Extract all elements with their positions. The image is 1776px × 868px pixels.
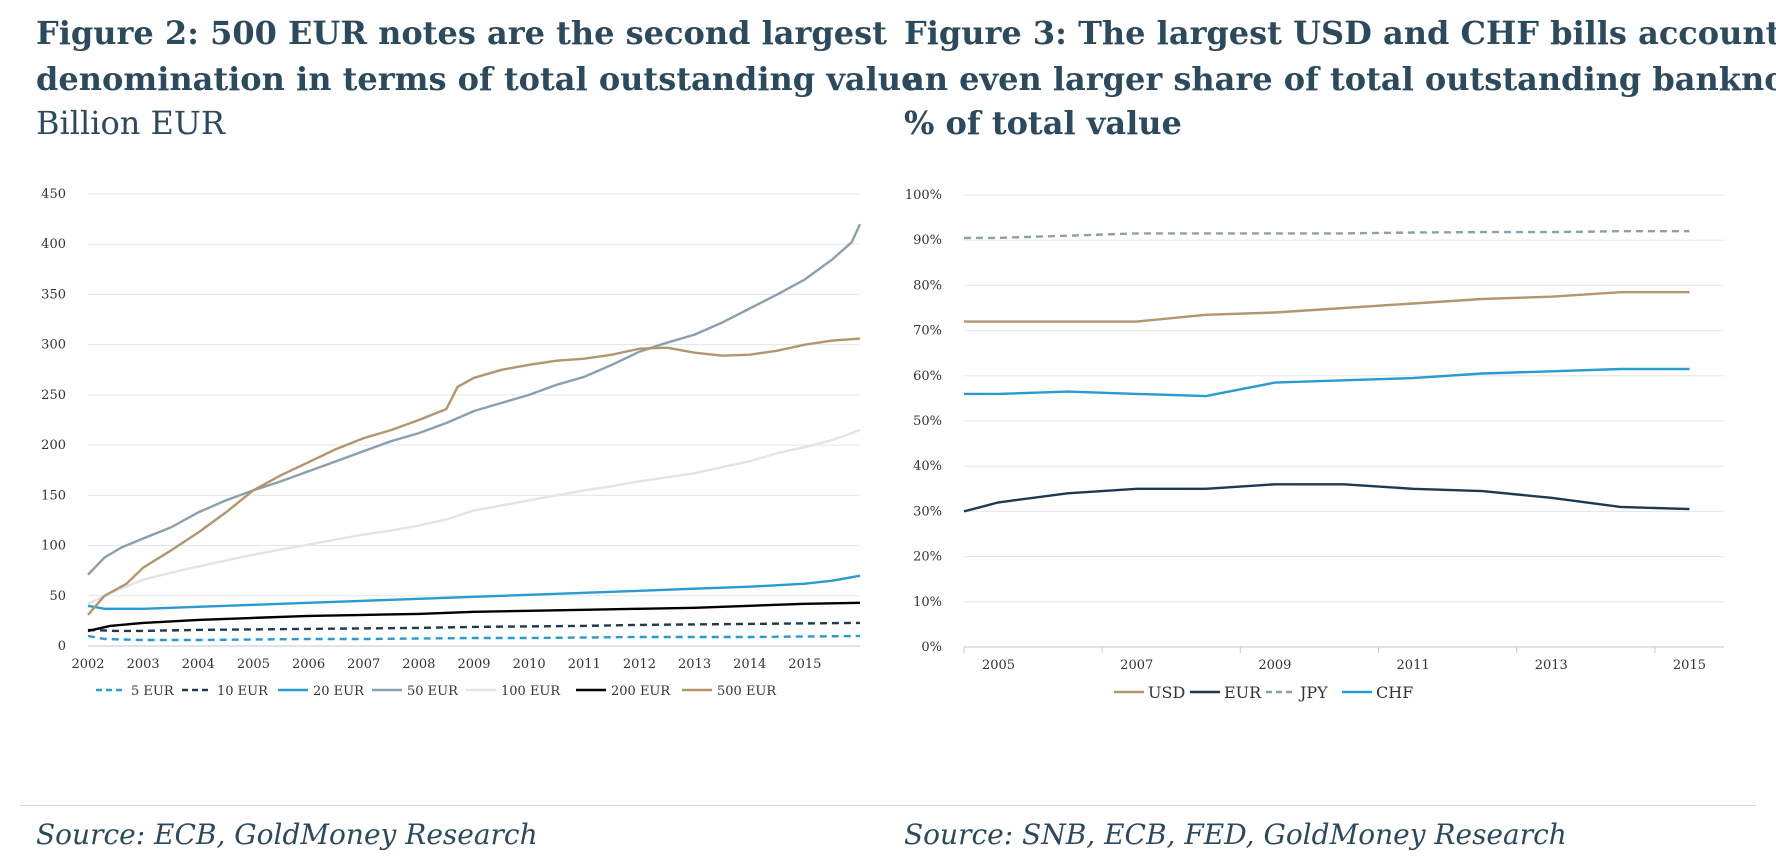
- figure-3-x-tick: 2009: [1258, 658, 1291, 673]
- figure-2-y-tick: 0: [58, 639, 66, 654]
- figure-3-y-tick: 60%: [913, 369, 942, 384]
- figure-2-x-tick: 2005: [237, 657, 270, 672]
- figure-2-title-line2: denomination in terms of total outstandi…: [36, 60, 922, 98]
- figure-3-x-tick: 2007: [1120, 658, 1153, 673]
- legend-item-label: 50 EUR: [407, 684, 459, 699]
- series-line-jpy: [964, 230, 1690, 240]
- figure-2-source: Source: ECB, GoldMoney Research: [36, 818, 538, 851]
- legend-item-label: 10 EUR: [217, 684, 269, 699]
- figure-2-y-tick: 250: [41, 388, 66, 403]
- legend-item-label: 20 EUR: [313, 684, 365, 699]
- legend-item-label: 100 EUR: [501, 684, 561, 699]
- figure-2-x-tick: 2003: [127, 657, 160, 672]
- figure-2-subtitle: Billion EUR: [36, 104, 225, 142]
- series-line-usd: [964, 291, 1690, 323]
- footer-divider: [20, 805, 1756, 806]
- figure-3-subtitle: % of total value: [904, 104, 1182, 142]
- series-line-200-eur: [87, 601, 861, 633]
- figure-2-x-tick: 2006: [292, 657, 325, 672]
- figure-3-x-tick: 2005: [982, 658, 1015, 673]
- figure-2-title-line1: Figure 2: 500 EUR notes are the second l…: [36, 14, 887, 52]
- series-line-50-eur: [87, 223, 862, 576]
- figure-3-y-tick: 20%: [913, 550, 942, 565]
- figure-3-y-tick: 50%: [913, 414, 942, 429]
- figure-2-y-tick: 300: [41, 338, 66, 353]
- figure-2-title: Figure 2: 500 EUR notes are the second l…: [36, 10, 921, 102]
- figure-2-x-tick: 2004: [182, 657, 215, 672]
- figure-3-title-line1: Figure 3: The largest USD and CHF bills …: [904, 14, 1776, 52]
- series-line-eur: [963, 483, 1690, 513]
- figure-2-y-tick: 100: [41, 539, 66, 554]
- legend-item-label: 5 EUR: [131, 684, 175, 699]
- figure-2-x-tick: 2009: [457, 657, 490, 672]
- legend-item-label: 500 EUR: [717, 684, 777, 699]
- figure-2-x-tick: 2010: [513, 657, 546, 672]
- figure-3-x-tick: 2011: [1397, 658, 1430, 673]
- figure-3-y-tick: 70%: [913, 324, 942, 339]
- figure-3-y-tick: 100%: [905, 188, 942, 203]
- series-line-10-eur: [87, 621, 861, 633]
- figure-2-x-tick: 2008: [402, 657, 435, 672]
- figure-2-x-tick: 2002: [71, 657, 104, 672]
- figure-2-x-tick: 2007: [347, 657, 380, 672]
- figure-2-y-tick: 400: [41, 237, 66, 252]
- figure-2-x-tick: 2013: [678, 657, 711, 672]
- legend-item-label: CHF: [1376, 683, 1413, 702]
- figure-3-y-tick: 90%: [913, 233, 942, 248]
- figure-2-x-tick: 2011: [568, 657, 601, 672]
- figure-3-y-tick: 0%: [921, 640, 942, 655]
- figure-3-title-line2: an even larger share of total outstandin…: [904, 60, 1776, 98]
- series-line-500-eur: [87, 337, 861, 616]
- figure-2-y-tick: 350: [41, 287, 66, 302]
- figure-2-chart: 0 50 100 150 200 250 300 350 400 450 2002 2003 2004 2…: [41, 187, 862, 699]
- figure-2-y-tick: 150: [41, 488, 66, 503]
- figure-3-x-tick: 2013: [1535, 658, 1568, 673]
- legend-item-label: EUR: [1224, 683, 1262, 702]
- legend-item-label: JPY: [1298, 683, 1328, 702]
- figure-2-x-tick: 2014: [733, 657, 766, 672]
- figure-2-y-tick: 50: [49, 589, 66, 604]
- figure-2-x-tick: 2015: [788, 657, 821, 672]
- figure-3-title: Figure 3: The largest USD and CHF bills …: [904, 10, 1776, 102]
- figure-3-y-tick: 80%: [913, 278, 942, 293]
- figure-2-y-tick: 450: [41, 187, 66, 202]
- series-line-100-eur: [87, 428, 861, 605]
- figure-3-y-tick: 30%: [913, 504, 942, 519]
- figure-3-x-tick: 2015: [1673, 658, 1706, 673]
- legend-item-label: USD: [1148, 683, 1185, 702]
- figure-2-x-tick: 2012: [623, 657, 656, 672]
- figure-3-source: Source: SNB, ECB, FED, GoldMoney Researc…: [904, 818, 1567, 851]
- series-line-20-eur: [87, 574, 861, 610]
- series-line-5-eur: [87, 634, 861, 642]
- figure-3-chart: 0% 10% 20% 30% 40% 50% 60% 70% 80% 90% 100% 2005 200…: [905, 188, 1724, 702]
- figure-3-y-tick: 40%: [913, 459, 942, 474]
- legend-item-label: 200 EUR: [611, 684, 671, 699]
- figure-2-y-tick: 200: [41, 438, 66, 453]
- series-line-chf: [964, 367, 1690, 398]
- figure-3-y-tick: 10%: [913, 595, 942, 610]
